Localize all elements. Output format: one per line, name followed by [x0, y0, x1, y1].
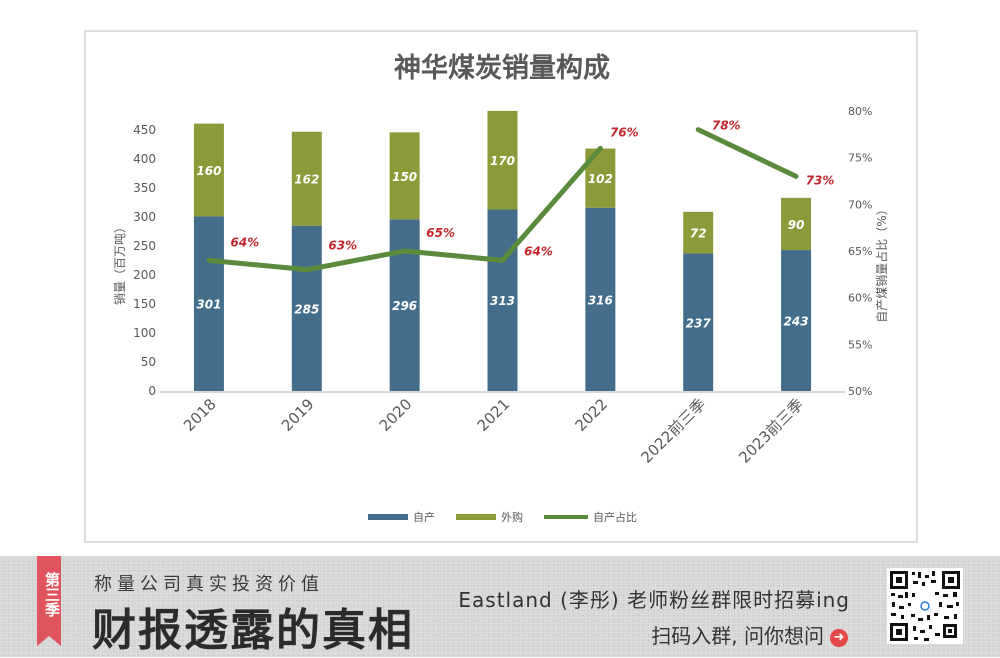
footer-title: 财报透露的真相	[92, 605, 414, 656]
bar-self-produced	[781, 250, 812, 391]
x-tick-label: 2018	[180, 395, 220, 435]
bar-purchased	[193, 123, 224, 217]
y2-tick-label: 55%	[848, 338, 872, 351]
line-data-label: 64%	[524, 244, 553, 258]
y2-tick-label: 65%	[848, 245, 872, 258]
y-tick-label: 300	[133, 210, 156, 224]
promo-text: Eastland (李彤) 老师粉丝群限时招募ing	[458, 588, 850, 612]
line-data-label: 63%	[328, 239, 357, 253]
bar-label-self-produced: 296	[392, 299, 417, 313]
x-tick-label: 2020	[376, 395, 416, 435]
bar-label-purchased: 162	[294, 173, 319, 187]
qr-code-icon[interactable]	[887, 568, 963, 644]
chart: 神华煤炭销量构成 0 50 100 150 200 250 300 350 400 450 50%…	[113, 52, 889, 524]
footer-subtitle: 称量公司真实投资价值	[94, 574, 324, 595]
arrow-right-circle-icon: ➜	[830, 628, 848, 647]
line-data-label: 78%	[712, 119, 741, 133]
y-tick-label: 150	[133, 297, 156, 311]
bar-label-purchased: 150	[392, 170, 417, 184]
y-tick-label: 250	[133, 239, 156, 253]
line-self-ratio	[206, 145, 603, 273]
legend-item-label: 自产占比	[593, 510, 637, 524]
bar-label-self-produced: 316	[588, 293, 613, 307]
y-tick-label: 0	[148, 384, 156, 398]
bar-label-self-produced: 285	[294, 302, 319, 316]
x-tick-label: 2021	[474, 395, 514, 435]
line-data-label: 73%	[806, 173, 835, 187]
y2-tick-label: 75%	[848, 152, 872, 165]
bar-self-produced	[291, 225, 322, 391]
line-data-label: 65%	[426, 226, 455, 240]
y2-tick-label: 70%	[848, 198, 872, 211]
bar-self-produced	[683, 253, 714, 391]
bar-self-produced	[585, 207, 616, 391]
bar-label-purchased: 102	[588, 172, 613, 186]
y2-axis-label: 自产煤销量占比（%）	[874, 203, 889, 322]
chart-title: 神华煤炭销量构成	[394, 52, 610, 84]
season-badge: 第三季	[43, 572, 61, 617]
y2-tick-label: 60%	[848, 292, 872, 305]
bar-label-purchased: 72	[690, 227, 707, 241]
bar-label-self-produced: 243	[784, 315, 809, 329]
y-tick-label: 350	[133, 181, 156, 195]
bar-label-self-produced: 313	[490, 294, 515, 308]
bar-label-self-produced: 301	[196, 298, 221, 312]
bar-label-purchased: 90	[788, 218, 805, 232]
line-data-label: 76%	[610, 125, 639, 139]
bar-purchased	[291, 131, 322, 226]
legend-item-label: 外购	[501, 510, 523, 524]
bar-label-self-produced: 237	[686, 316, 712, 330]
y-axis-label: 销量（百万吨）	[113, 221, 127, 305]
line-self-ratio	[695, 127, 799, 179]
x-tick-label: 2023前三季	[735, 395, 807, 467]
y-tick-label: 50	[141, 355, 156, 369]
bar-self-produced	[487, 209, 518, 391]
cta-text: 扫码入群, 问你想问	[651, 624, 824, 648]
bar-purchased	[781, 197, 812, 251]
bar-self-produced	[193, 216, 224, 391]
chart-frame: 神华煤炭销量构成 0 50 100 150 200 250 300 350 400 450 50%…	[84, 30, 918, 543]
bar-purchased	[487, 110, 518, 210]
legend: 自产 外购 自产占比	[368, 510, 637, 524]
x-tick-label: 2022前三季	[637, 395, 709, 467]
y2-tick-label: 80%	[848, 105, 872, 118]
cta-link[interactable]: 扫码入群, 问你想问 ➜	[651, 620, 848, 649]
bar-label-purchased: 170	[490, 154, 515, 168]
y-tick-label: 100	[133, 326, 156, 340]
legend-item-label: 自产	[413, 510, 435, 524]
x-tick-label: 2019	[278, 395, 318, 435]
season-ribbon: 第三季	[37, 556, 61, 646]
y-tick-label: 400	[133, 152, 156, 166]
bar-self-produced	[389, 219, 420, 391]
bar-purchased	[389, 132, 420, 220]
y-tick-label: 450	[133, 123, 156, 137]
footer-banner: 第三季 称量公司真实投资价值 财报透露的真相 Eastland (李彤) 老师粉…	[0, 556, 1000, 657]
bar-purchased	[683, 211, 714, 254]
line-data-label: 64%	[231, 235, 260, 249]
x-tick-label: 2022	[571, 395, 611, 435]
bar-label-purchased: 160	[196, 164, 221, 178]
y2-tick-label: 50%	[848, 385, 872, 398]
y-tick-label: 200	[133, 268, 156, 282]
